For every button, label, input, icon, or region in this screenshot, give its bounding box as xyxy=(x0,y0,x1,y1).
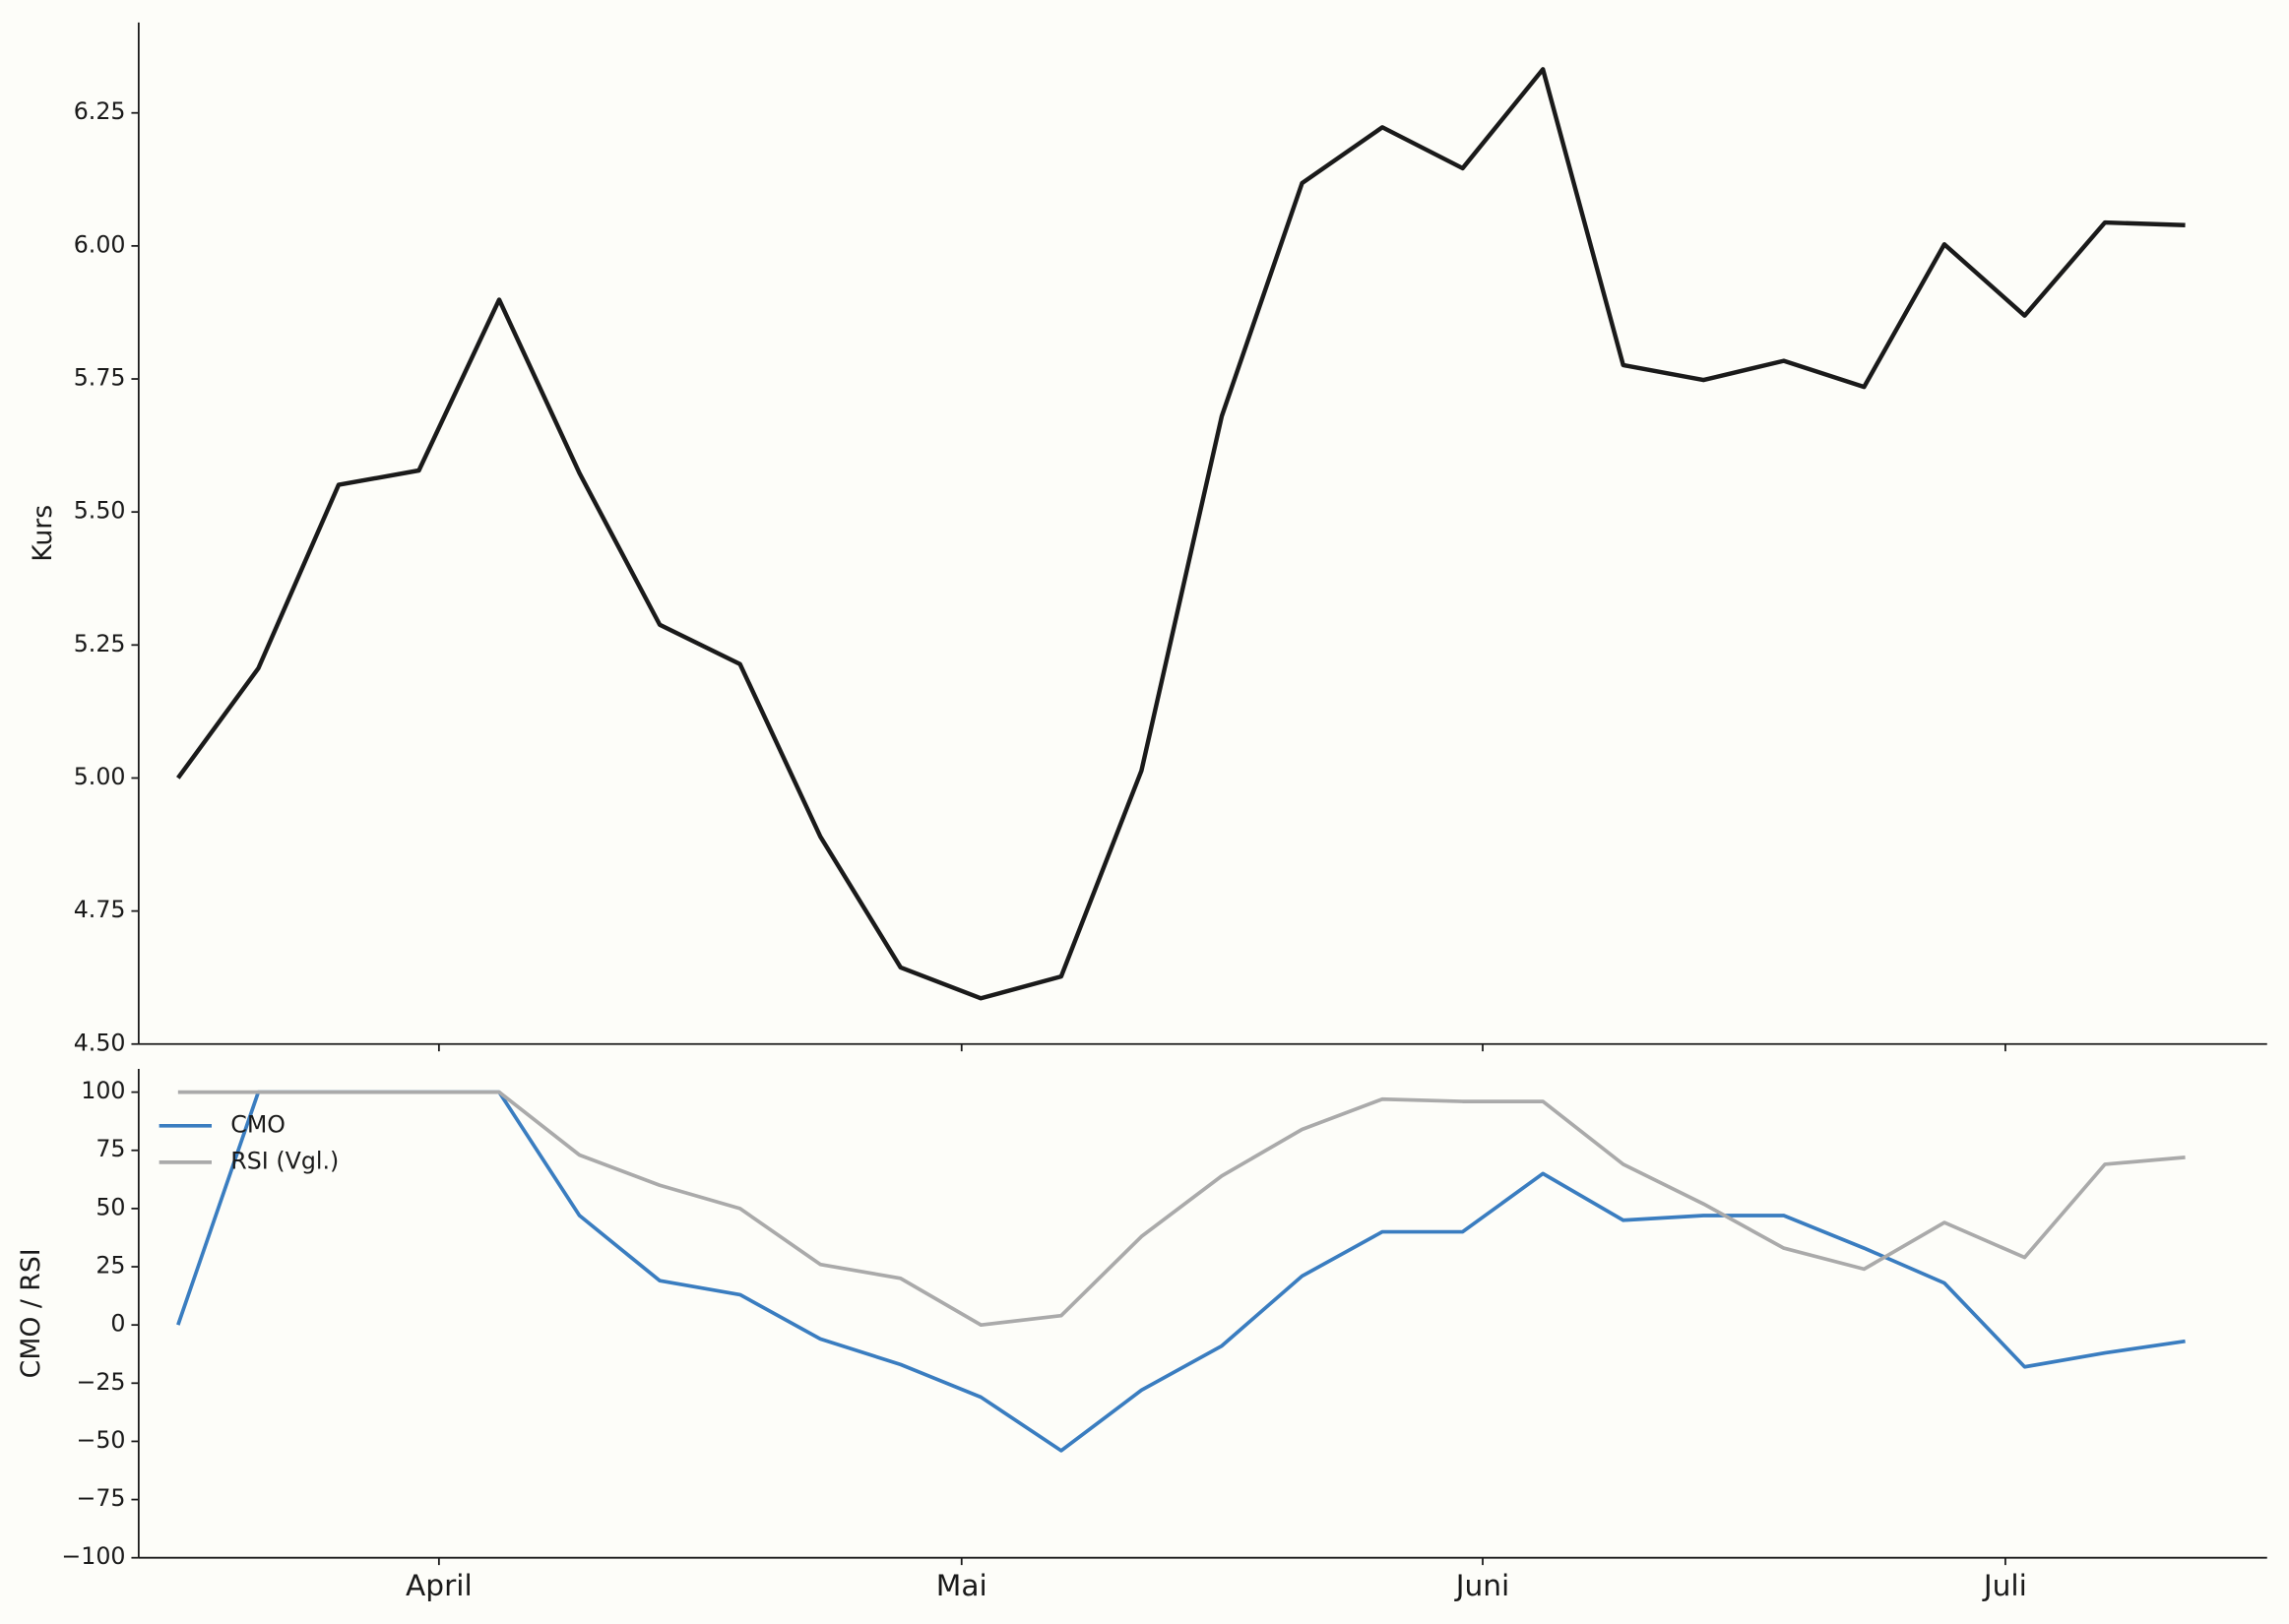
series-line xyxy=(176,1090,2186,1453)
y-tick-label: 4.50 xyxy=(74,1029,126,1056)
y-tick-label: 25 xyxy=(95,1252,125,1280)
y-tick-label: −100 xyxy=(61,1542,125,1570)
y-tick-label: −75 xyxy=(76,1484,125,1512)
y-tick-label: 50 xyxy=(95,1193,125,1220)
y-tick-label: 5.25 xyxy=(74,630,126,657)
y-tick-label: 75 xyxy=(95,1135,125,1162)
y-tick-label: −25 xyxy=(76,1368,125,1396)
x-tick-label: Mai xyxy=(936,1568,987,1602)
y-tick-label: 5.50 xyxy=(74,497,126,525)
x-tick-label: Juni xyxy=(1454,1568,1510,1602)
y-tick-label: 4.75 xyxy=(74,896,126,923)
legend-label: RSI (Vgl.) xyxy=(230,1147,339,1174)
y-tick-label: 0 xyxy=(110,1310,125,1338)
y-tick-label: 5.75 xyxy=(74,364,126,392)
y-tick-label: 6.25 xyxy=(74,97,126,125)
legend-label: CMO xyxy=(230,1110,286,1138)
y-tick-label: 5.00 xyxy=(74,763,126,790)
y-tick-label: 6.00 xyxy=(74,230,126,258)
y-tick-label: 100 xyxy=(81,1077,125,1104)
y-axis-label: CMO / RSI xyxy=(16,1248,46,1378)
x-tick-label: April xyxy=(406,1568,473,1602)
series-line xyxy=(177,1090,2186,1328)
y-tick-label: −50 xyxy=(76,1426,125,1454)
series-line xyxy=(176,67,2186,1001)
y-axis-label: Kurs xyxy=(28,505,58,562)
x-tick-label: Juli xyxy=(1982,1568,2027,1602)
